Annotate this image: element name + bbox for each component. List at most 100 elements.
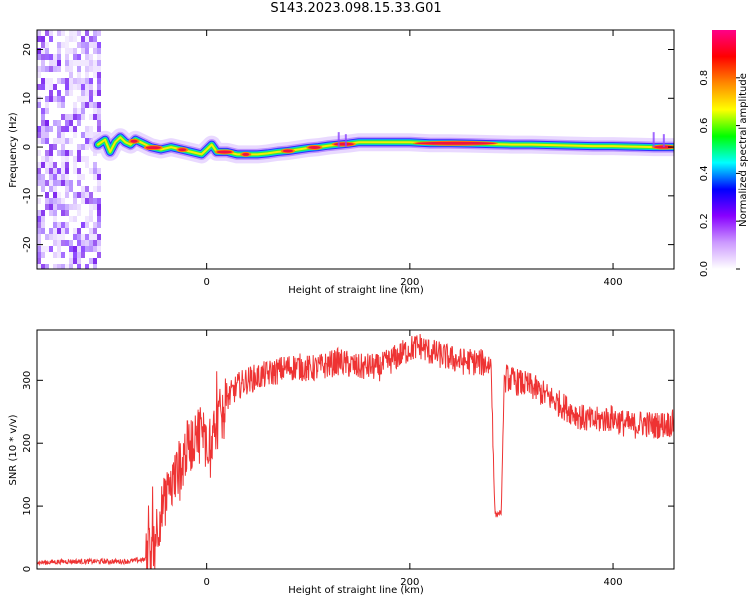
noise-cell [69, 120, 73, 126]
noise-cell [93, 102, 97, 108]
noise-cell [53, 96, 57, 102]
noise-cell [45, 150, 49, 156]
noise-cell [65, 204, 69, 210]
noise-cell [49, 156, 53, 162]
noise-cell [97, 66, 101, 72]
noise-cell [77, 108, 81, 114]
noise-cell [81, 114, 85, 120]
noise-cell [77, 60, 81, 66]
noise-cell [41, 216, 45, 222]
noise-cell [41, 222, 45, 228]
noise-cell [81, 108, 85, 114]
snr-x-tick-label: 400 [603, 577, 622, 588]
noise-cell [81, 48, 85, 54]
noise-cell [57, 132, 61, 138]
noise-cell [49, 174, 53, 180]
ridge-hot-red [414, 141, 497, 145]
snr-x-axis-title: Height of straight line (km) [288, 585, 424, 596]
noise-cell [85, 216, 89, 222]
noise-cell [97, 114, 101, 120]
noise-cell [53, 222, 57, 228]
spectral-ridge [89, 128, 674, 164]
noise-cell [73, 216, 77, 222]
noise-cell [49, 228, 53, 234]
noise-cell [85, 36, 89, 42]
noise-cell [69, 36, 73, 42]
noise-cell [85, 132, 89, 138]
noise-cell [53, 138, 57, 144]
noise-cell [61, 156, 65, 162]
noise-cell [89, 216, 93, 222]
noise-cell [97, 120, 101, 126]
noise-cell [89, 60, 93, 66]
noise-cell [85, 138, 89, 144]
noise-cell [57, 66, 61, 72]
noise-cell [77, 30, 81, 36]
noise-cell [37, 138, 41, 144]
noise-cell [77, 210, 81, 216]
noise-cell [45, 30, 49, 36]
noise-cell [85, 42, 89, 48]
noise-cell [65, 186, 69, 192]
snr-y-tick-label: 0 [22, 566, 33, 572]
noise-cell [45, 132, 49, 138]
spectrogram-y-tick-label: 0 [22, 144, 33, 150]
noise-cell [89, 36, 93, 42]
noise-cell [77, 84, 81, 90]
noise-cell [89, 192, 93, 198]
noise-cell [97, 48, 101, 54]
noise-cell [45, 204, 49, 210]
noise-cell [65, 174, 69, 180]
noise-cell [53, 144, 57, 150]
noise-cell [57, 126, 61, 132]
noise-cell [45, 264, 49, 269]
colorbar-tick-label: 0.2 [699, 213, 710, 229]
noise-cell [65, 36, 69, 42]
noise-cell [73, 204, 77, 210]
noise-cell [89, 54, 93, 60]
noise-cell [77, 144, 81, 150]
noise-cell [81, 222, 85, 228]
noise-cell [41, 54, 45, 60]
noise-cell [69, 78, 73, 84]
noise-cell [45, 192, 49, 198]
noise-cell [65, 264, 69, 269]
noise-cell [49, 210, 53, 216]
noise-cell [77, 78, 81, 84]
noise-cell [73, 108, 77, 114]
spectrogram-panel: 0 200 400 -20 -10 0 10 20 Height of straight l… [8, 29, 675, 296]
noise-cell [37, 132, 41, 138]
noise-cell [49, 144, 53, 150]
noise-cell [61, 138, 65, 144]
noise-cell [65, 150, 69, 156]
noise-cell [37, 30, 41, 36]
noise-cell [97, 186, 101, 192]
noise-cell [61, 198, 65, 204]
noise-cell [57, 174, 61, 180]
noise-cell [41, 126, 45, 132]
noise-cell [57, 234, 61, 240]
noise-cell [85, 144, 89, 150]
noise-cell [77, 246, 81, 252]
noise-cell [77, 264, 81, 269]
noise-cell [49, 162, 53, 168]
noise-cell [37, 216, 41, 222]
noise-cell [81, 252, 85, 258]
noise-cell [53, 216, 57, 222]
colorbar-tick-label: 0.0 [699, 261, 710, 277]
noise-cell [57, 30, 61, 36]
noise-cell [89, 258, 93, 264]
noise-cell [73, 228, 77, 234]
noise-cell [85, 192, 89, 198]
noise-cell [49, 54, 53, 60]
noise-cell [81, 132, 85, 138]
noise-cell [77, 252, 81, 258]
noise-cell [57, 168, 61, 174]
noise-cell [81, 78, 85, 84]
noise-cell [89, 114, 93, 120]
colorbar-tick-label: 0.6 [699, 118, 710, 134]
noise-cell [69, 150, 73, 156]
noise-cell [65, 90, 69, 96]
noise-cell [73, 132, 77, 138]
noise-cell [85, 162, 89, 168]
